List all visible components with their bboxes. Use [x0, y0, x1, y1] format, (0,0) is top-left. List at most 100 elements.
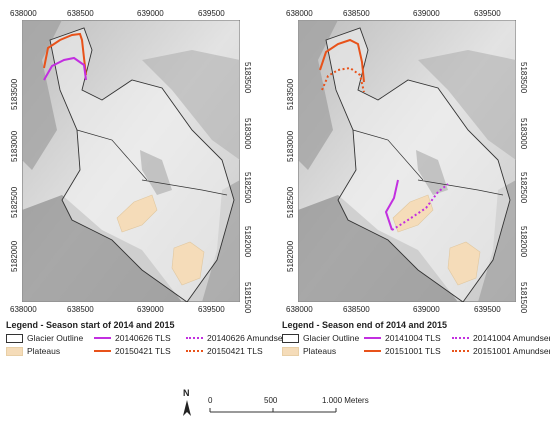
- terrain-shade: [298, 195, 458, 302]
- legend-label: Plateaus: [27, 346, 61, 356]
- x-tick-label: 639500: [198, 9, 225, 18]
- plateau: [392, 194, 434, 233]
- terrain-shade: [22, 20, 62, 170]
- legend-label: 20150421 TLS: [207, 346, 263, 356]
- x-tick-label: 639500: [198, 305, 225, 314]
- legend-label: 20150421 TLS: [115, 346, 171, 356]
- glacier-outline: [325, 27, 511, 302]
- scale-label: 500: [264, 396, 278, 405]
- solid-line-icon: [94, 337, 111, 339]
- x-tick-label: 638500: [67, 9, 94, 18]
- dotted-line-icon: [452, 350, 469, 352]
- solid-line-icon: [94, 350, 111, 352]
- solid-line-icon: [364, 350, 381, 352]
- legend-item-plateaus: Plateaus: [6, 346, 94, 356]
- legend-label: 20140626 Amundsen: [207, 333, 288, 343]
- legend-right: Legend - Season end of 2014 and 2015 Gla…: [282, 320, 550, 356]
- scale-label: 1.000 Meters: [322, 396, 369, 405]
- north-label: N: [183, 388, 190, 398]
- dotted-line-icon: [452, 337, 469, 339]
- terrain-shade: [298, 20, 338, 170]
- plateau-swatch-icon: [6, 346, 23, 356]
- left-map-panel: [22, 20, 240, 302]
- legend-item-tls-2014: 20140626 TLS: [94, 333, 186, 343]
- y-tick-label: 5183000: [519, 118, 528, 150]
- scale-bar: 0 500 1.000 Meters: [186, 388, 426, 422]
- north-arrow: N: [180, 388, 194, 420]
- legend-item-amundsen-2014: 20140626 Amundsen: [186, 333, 296, 343]
- legend-label: Glacier Outline: [27, 333, 84, 343]
- front-line-2015-tls: [43, 32, 87, 76]
- legend-item-amundsen-2015: 20151001 Amundsen: [452, 346, 550, 356]
- y-tick-label: 5183500: [519, 62, 528, 94]
- legend-item-tls-2015: 20151001 TLS: [364, 346, 452, 356]
- x-tick-label: 639000: [137, 9, 164, 18]
- y-tick-label: 5182500: [243, 172, 252, 204]
- scale-bar-graphic: [209, 408, 337, 413]
- solid-line-icon: [364, 337, 381, 339]
- front-line-2014-tls: [384, 179, 399, 231]
- y-tick-label: 5182500: [286, 186, 295, 218]
- glacier-outline-inner: [141, 179, 228, 196]
- dotted-line-icon: [186, 337, 203, 339]
- legend-item-tls-2015: 20150421 TLS: [94, 346, 186, 356]
- front-line-2015-amundsen: [321, 66, 365, 93]
- x-tick-label: 639500: [474, 9, 501, 18]
- y-tick-label: 5182000: [519, 226, 528, 258]
- x-tick-label: 638000: [286, 305, 313, 314]
- legend-label: 20151001 TLS: [385, 346, 441, 356]
- plateau: [171, 241, 205, 286]
- glacier-outline-inner: [76, 129, 148, 181]
- y-tick-label: 5183500: [243, 62, 252, 94]
- legend-label: Glacier Outline: [303, 333, 360, 343]
- y-tick-label: 5182000: [243, 226, 252, 258]
- x-tick-label: 638000: [10, 9, 37, 18]
- terrain-shade: [418, 50, 516, 160]
- legend-label: 20140626 TLS: [115, 333, 171, 343]
- legend-item-amundsen-2014: 20141004 Amundsen: [452, 333, 550, 343]
- glacier-outline: [49, 27, 235, 302]
- front-line-2015-tls: [319, 38, 365, 83]
- legend-label: 20151001 Amundsen: [473, 346, 550, 356]
- outline-swatch-icon: [6, 333, 23, 343]
- plateau: [447, 241, 481, 286]
- x-tick-label: 638000: [10, 305, 37, 314]
- dotted-line-icon: [186, 350, 203, 352]
- left-map[interactable]: [22, 20, 240, 302]
- outline-swatch-icon: [282, 333, 299, 343]
- y-tick-label: 5183500: [10, 78, 19, 110]
- terrain-shade: [22, 195, 182, 302]
- legend-item-tls-2015-dotted: 20150421 TLS: [186, 346, 296, 356]
- front-line-2014-tls: [43, 56, 87, 81]
- plateau-swatch-icon: [282, 346, 299, 356]
- y-tick-label: 5182000: [286, 240, 295, 272]
- y-tick-label: 5183000: [286, 130, 295, 162]
- right-map[interactable]: [298, 20, 516, 302]
- y-tick-label: 5183500: [286, 78, 295, 110]
- legend-item-glacier-outline: Glacier Outline: [6, 333, 94, 343]
- legend-left: Legend - Season start of 2014 and 2015 G…: [6, 320, 296, 356]
- x-tick-label: 639000: [137, 305, 164, 314]
- legend-label: 20141004 Amundsen: [473, 333, 550, 343]
- front-line-2014-amundsen: [391, 183, 449, 231]
- north-arrow-icon: [183, 400, 191, 416]
- x-tick-label: 638500: [343, 305, 370, 314]
- x-tick-label: 639500: [474, 305, 501, 314]
- x-tick-label: 638000: [286, 9, 313, 18]
- y-tick-label: 5181500: [243, 282, 252, 314]
- glacier-outline-inner: [417, 179, 504, 196]
- scale-label: 0: [208, 396, 213, 405]
- right-map-panel: [298, 20, 516, 302]
- terrain-shade: [142, 50, 240, 160]
- y-tick-label: 5182500: [519, 172, 528, 204]
- x-tick-label: 639000: [413, 9, 440, 18]
- y-tick-label: 5183000: [243, 118, 252, 150]
- y-tick-label: 5182500: [10, 186, 19, 218]
- x-tick-label: 639000: [413, 305, 440, 314]
- y-tick-label: 5183000: [10, 130, 19, 162]
- legend-label: Plateaus: [303, 346, 337, 356]
- legend-item-glacier-outline: Glacier Outline: [282, 333, 364, 343]
- legend-title: Legend - Season end of 2014 and 2015: [282, 320, 448, 330]
- x-tick-label: 638500: [343, 9, 370, 18]
- legend-item-plateaus: Plateaus: [282, 346, 364, 356]
